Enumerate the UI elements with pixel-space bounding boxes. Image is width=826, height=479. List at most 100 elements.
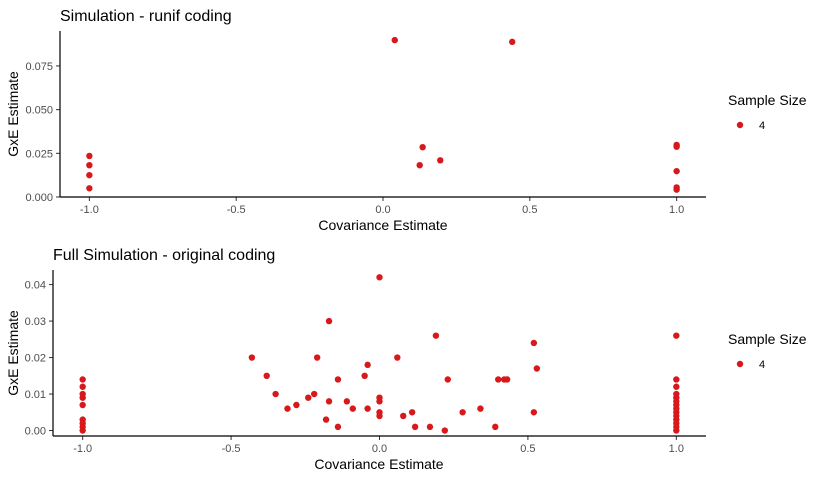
y-tick-label: 0.050 <box>25 105 53 117</box>
data-point <box>459 409 466 416</box>
data-point <box>86 152 93 160</box>
data-point <box>311 390 318 398</box>
data-point <box>284 405 291 412</box>
scatter-points <box>86 36 680 193</box>
y-axis: 0.000 0.025 0.050 0.075 <box>25 61 60 204</box>
y-tick-label: 0.04 <box>25 280 46 292</box>
data-point <box>530 409 538 416</box>
data-point <box>426 423 434 431</box>
scatter-points <box>79 274 680 434</box>
data-point <box>86 171 93 179</box>
data-point <box>673 186 680 193</box>
x-tick-label: 1.0 <box>669 443 684 455</box>
x-tick-label: 0.0 <box>375 204 390 216</box>
legend-label: 4 <box>759 359 765 371</box>
data-point <box>673 332 680 339</box>
y-tick-label: 0.00 <box>25 426 46 438</box>
data-point <box>533 365 541 372</box>
chart-title: Simulation - runif coding <box>60 8 232 25</box>
legend-title: Sample Size <box>728 331 807 347</box>
data-point <box>419 144 426 151</box>
data-point <box>325 317 333 325</box>
y-tick-label: 0.01 <box>25 389 46 401</box>
y-axis: 0.00 0.01 0.02 0.03 0.04 <box>25 280 53 438</box>
data-point <box>263 372 270 380</box>
data-point <box>441 427 448 434</box>
y-tick-label: 0.000 <box>25 192 53 204</box>
data-point <box>86 185 93 192</box>
x-axis-title: Covariance Estimate <box>318 217 447 233</box>
data-point <box>376 274 383 281</box>
data-point <box>376 412 383 420</box>
legend: Sample Size 4 <box>728 92 807 132</box>
data-point <box>437 157 444 164</box>
data-point <box>343 398 351 405</box>
data-point <box>322 416 330 423</box>
legend-label: 4 <box>759 120 765 132</box>
data-point <box>86 161 93 169</box>
y-tick-label: 0.02 <box>25 353 46 365</box>
data-point <box>509 38 516 46</box>
data-point <box>673 383 680 390</box>
data-point <box>79 394 86 401</box>
data-point <box>400 412 407 420</box>
data-point <box>79 427 86 434</box>
data-point <box>673 143 680 150</box>
x-tick-label: -1.0 <box>73 443 92 455</box>
data-point <box>364 361 371 369</box>
data-point <box>394 354 401 361</box>
data-point <box>334 376 342 383</box>
data-point <box>477 405 484 412</box>
y-tick-label: 0.025 <box>25 148 53 160</box>
data-point <box>391 36 398 44</box>
y-axis-title: GxE Estimate <box>5 310 21 396</box>
data-point <box>305 394 312 401</box>
x-tick-label: 0.0 <box>372 443 387 455</box>
x-tick-label: 0.5 <box>520 443 535 455</box>
data-point <box>79 401 86 409</box>
data-point <box>495 376 502 383</box>
x-axis-title: Covariance Estimate <box>314 456 443 472</box>
chart-title: Full Simulation - original coding <box>53 247 275 264</box>
x-tick-label: -1.0 <box>80 204 99 216</box>
x-tick-label: -0.5 <box>222 443 241 455</box>
y-tick-label: 0.075 <box>25 61 53 73</box>
legend-title: Sample Size <box>728 92 807 108</box>
panel-runif-coding: Simulation - runif coding -1.0 -0.5 0.0 0.5… <box>5 8 807 233</box>
legend: Sample Size 4 <box>728 331 807 371</box>
data-point <box>673 167 680 175</box>
data-point <box>349 405 356 412</box>
data-point <box>79 376 86 383</box>
y-axis-title: GxE Estimate <box>5 71 21 157</box>
y-tick-label: 0.03 <box>25 316 46 328</box>
x-tick-label: 0.5 <box>522 204 537 216</box>
data-point <box>272 390 279 398</box>
data-point <box>313 354 321 361</box>
data-point <box>325 398 333 405</box>
x-tick-label: 1.0 <box>669 204 684 216</box>
x-axis: -1.0 -0.5 0.0 0.5 1.0 <box>73 436 684 455</box>
panel-original-coding: Full Simulation - original coding -1.0 -0… <box>5 247 807 472</box>
data-point <box>364 405 371 412</box>
data-point <box>530 339 538 347</box>
data-point <box>334 423 342 431</box>
data-point <box>376 398 383 405</box>
data-point <box>673 376 680 383</box>
x-tick-label: -0.5 <box>227 204 246 216</box>
legend-key <box>736 121 744 129</box>
data-point <box>361 372 368 380</box>
data-point <box>411 423 419 431</box>
data-point <box>79 383 86 390</box>
x-axis: -1.0 -0.5 0.0 0.5 1.0 <box>80 197 684 216</box>
data-point <box>293 401 300 409</box>
data-point <box>492 423 499 431</box>
data-point <box>248 354 256 361</box>
data-point <box>503 376 511 383</box>
data-point <box>673 427 680 434</box>
data-point <box>416 161 423 169</box>
data-point <box>408 409 416 416</box>
legend-key <box>736 360 744 368</box>
data-point <box>432 332 440 339</box>
data-point <box>444 376 451 383</box>
